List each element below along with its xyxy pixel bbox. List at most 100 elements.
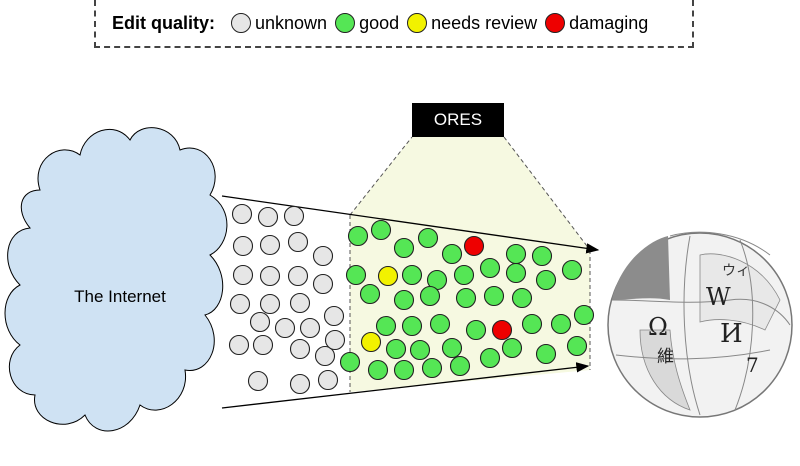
edit-dot-unknown <box>312 273 334 295</box>
edit-dot-unknown <box>259 293 281 315</box>
edit-dot-good <box>535 343 557 365</box>
edit-dot-unknown <box>299 317 321 339</box>
edit-dot-unknown <box>232 235 254 257</box>
edit-dot-good <box>429 313 451 335</box>
edit-dot-good <box>479 347 501 369</box>
edit-dot-good <box>455 287 477 309</box>
legend-dot-good <box>335 13 356 33</box>
ores-zone-edge-left <box>349 136 413 216</box>
legend-title: Edit quality: <box>112 12 215 33</box>
wikipedia-globe-icon: W Ω И 維 7 ウィ <box>607 231 793 418</box>
legend-item-unknown: unknown <box>231 13 327 34</box>
edit-dot-good <box>347 225 369 247</box>
edit-dot-good <box>393 359 415 381</box>
edit-dot-unknown <box>259 265 281 287</box>
funnel-line-bottom <box>221 362 590 409</box>
edit-dot-damaging <box>491 319 513 341</box>
legend-item-needs-review: needs review <box>407 13 537 34</box>
edit-dot-good <box>441 243 463 265</box>
edit-dot-good <box>401 315 423 337</box>
edit-dot-good <box>505 243 527 265</box>
ores-zone-edge-right <box>503 136 591 251</box>
edit-dot-good <box>511 287 533 309</box>
edit-dot-unknown <box>289 292 311 314</box>
edit-dot-unknown <box>259 234 281 256</box>
edit-dot-unknown <box>247 370 269 392</box>
legend-dot-unknown <box>231 13 251 33</box>
edit-dot-unknown <box>323 305 345 327</box>
edit-dot-unknown <box>257 206 279 228</box>
edit-dot-good <box>453 264 475 286</box>
edit-dot-good <box>409 339 431 361</box>
edit-dot-good <box>345 264 367 286</box>
edit-dot-good <box>465 319 487 341</box>
edit-dot-unknown <box>232 264 254 286</box>
edit-dot-good <box>339 351 361 373</box>
edit-dot-good <box>531 245 553 267</box>
edit-dot-unknown <box>287 265 309 287</box>
edit-dot-unknown <box>228 334 250 356</box>
edit-dot-unknown <box>229 293 251 315</box>
edit-dot-good <box>479 257 501 279</box>
edit-dot-needs-review <box>360 331 382 353</box>
edit-dot-unknown <box>289 373 311 395</box>
internet-cloud <box>4 127 228 432</box>
svg-text:ウィ: ウィ <box>722 263 750 279</box>
edit-dot-unknown <box>324 329 346 351</box>
edit-dot-good <box>359 283 381 305</box>
edit-dot-unknown <box>314 345 336 367</box>
edit-dot-good <box>505 262 527 284</box>
legend-item-damaging: damaging <box>545 13 648 34</box>
edit-dot-unknown <box>274 317 296 339</box>
edit-dot-unknown <box>231 203 253 225</box>
edit-dot-good <box>370 219 392 241</box>
edit-dot-good <box>566 335 588 357</box>
svg-text:И: И <box>720 319 743 349</box>
edit-dot-good <box>393 237 415 259</box>
edit-dot-unknown <box>252 334 274 356</box>
edit-dot-good <box>483 285 505 307</box>
legend-item-good: good <box>335 13 399 34</box>
edit-dot-good <box>419 285 441 307</box>
edit-dot-unknown <box>249 311 271 333</box>
edit-dot-good <box>501 337 523 359</box>
legend: Edit quality: unknown good needs review … <box>94 0 694 48</box>
legend-label-needs-review: needs review <box>431 12 538 33</box>
internet-label: The Internet <box>74 287 166 306</box>
edit-dot-good <box>521 313 543 335</box>
legend-label-good: good <box>359 12 400 33</box>
edit-dot-good <box>393 289 415 311</box>
ores-label: ORES <box>433 110 483 129</box>
edit-dot-needs-review <box>377 265 399 287</box>
ores-label-box: ORES <box>412 103 504 137</box>
funnel-line-top <box>221 195 600 254</box>
edit-dot-good <box>367 359 389 381</box>
legend-dot-damaging <box>545 13 566 33</box>
edit-dot-good <box>449 355 471 377</box>
edit-dot-unknown <box>312 245 334 267</box>
edit-dot-good <box>550 313 572 335</box>
edit-dot-good <box>375 315 397 337</box>
svg-text:Ω: Ω <box>648 313 668 341</box>
svg-text:維: 維 <box>657 347 674 367</box>
edit-dot-good <box>417 227 439 249</box>
legend-label-damaging: damaging <box>569 12 649 33</box>
edit-dot-good <box>401 264 423 286</box>
legend-dot-needs-review <box>407 13 428 33</box>
edit-dot-good <box>421 357 443 379</box>
edit-dot-unknown <box>317 369 339 391</box>
edit-dot-good <box>573 304 595 326</box>
edit-dot-good <box>535 269 557 291</box>
edit-dots <box>228 203 595 395</box>
edit-dot-unknown <box>289 338 311 360</box>
svg-text:W: W <box>706 283 731 311</box>
edit-dot-unknown <box>283 205 305 227</box>
legend-label-unknown: unknown <box>255 12 328 33</box>
edit-dot-unknown <box>287 231 309 253</box>
edit-dot-good <box>441 337 463 359</box>
edit-dot-good <box>385 338 407 360</box>
edit-dot-damaging <box>463 235 485 257</box>
svg-text:7: 7 <box>746 353 759 377</box>
edit-dot-good <box>561 259 583 281</box>
